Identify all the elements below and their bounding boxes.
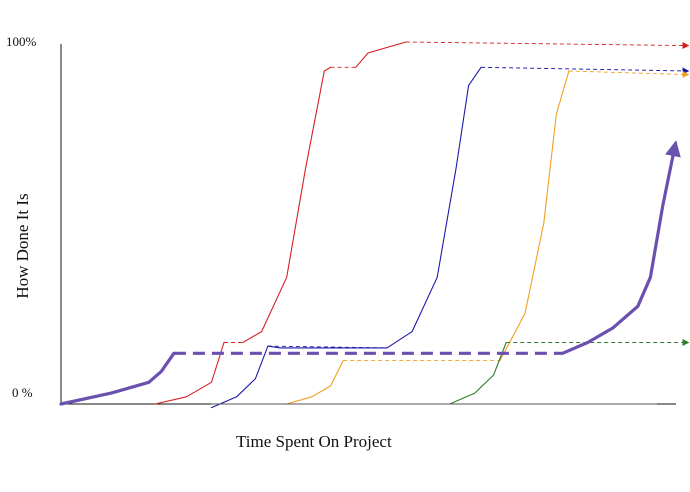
series-3	[449, 339, 690, 405]
series-0-dashed-segment	[405, 41, 690, 50]
series-1	[210, 66, 690, 409]
series-4-line	[59, 351, 176, 406]
y-tick-label-0: 0 %	[12, 385, 33, 400]
series-3-line	[449, 341, 507, 405]
series-4-line	[561, 140, 681, 355]
series-0	[154, 41, 690, 405]
y-tick-label-100: 100%	[6, 34, 37, 49]
series-1-line	[210, 66, 482, 409]
y-axis-label: How Done It Is	[13, 193, 32, 299]
series-1-dashed-segment	[481, 66, 690, 75]
series-2-line	[499, 70, 570, 362]
series-0-line	[154, 341, 225, 405]
series-0-line	[355, 41, 407, 68]
series-2	[286, 70, 690, 405]
series-4	[59, 140, 681, 406]
series-0-line	[242, 66, 332, 344]
x-axis-label: Time Spent On Project	[236, 432, 392, 451]
series-2-dashed-segment	[568, 70, 690, 78]
series-1-dashed-segment	[267, 345, 388, 349]
series-2-line	[286, 360, 344, 405]
